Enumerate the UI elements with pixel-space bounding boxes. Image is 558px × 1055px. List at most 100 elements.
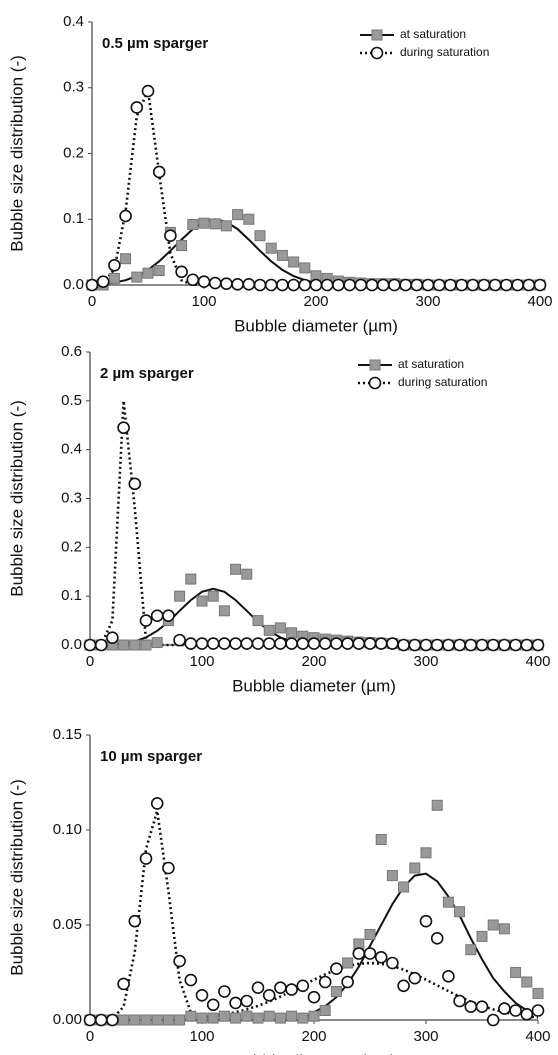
circle-marker	[220, 277, 233, 290]
circle-marker	[229, 996, 242, 1010]
circle-marker	[522, 278, 536, 292]
x-axis-label: Bubble diameter (µm)	[234, 316, 398, 335]
circle-marker	[141, 84, 155, 98]
square-marker	[120, 253, 132, 265]
circle-marker	[520, 1007, 534, 1021]
x-tick-label: 200	[301, 653, 326, 670]
square-marker	[196, 1012, 208, 1024]
square-marker	[442, 896, 454, 908]
square-marker	[409, 862, 421, 874]
circle-marker	[208, 276, 222, 290]
circle-marker	[184, 637, 198, 650]
square-marker	[176, 240, 188, 252]
fit-line	[89, 400, 538, 647]
square-marker	[118, 1014, 130, 1026]
square-marker	[274, 1012, 286, 1024]
square-marker	[218, 1010, 230, 1022]
x-axis-label: Bubble diameter (µm)	[232, 1051, 396, 1055]
y-tick-label: 0.3	[63, 79, 84, 96]
circle-marker	[164, 229, 177, 242]
circle-marker	[94, 1013, 108, 1027]
circle-marker	[374, 950, 388, 964]
legend-marker	[368, 376, 382, 390]
x-tick-label: 0	[86, 653, 94, 670]
circle-marker	[106, 631, 119, 644]
circle-marker	[531, 638, 545, 652]
square-marker	[454, 906, 466, 918]
circle-marker	[419, 638, 433, 652]
circle-marker	[442, 969, 455, 983]
square-marker	[375, 834, 387, 845]
legend-marker	[371, 29, 383, 41]
circle-marker	[419, 914, 433, 928]
circle-marker	[287, 278, 300, 292]
circle-marker	[117, 421, 130, 434]
y-tick-label: 0.0	[61, 636, 82, 653]
square-marker	[151, 637, 163, 649]
square-marker	[465, 944, 477, 956]
circle-marker	[352, 947, 366, 960]
circle-marker	[206, 637, 220, 650]
circle-marker	[218, 637, 231, 650]
square-marker	[230, 1012, 242, 1024]
x-axis-label: Bubble diameter (µm)	[232, 676, 396, 695]
y-tick-label: 0.00	[53, 1011, 82, 1028]
square-marker	[185, 1010, 197, 1022]
circle-marker	[128, 914, 142, 928]
circle-marker	[162, 609, 175, 623]
circle-marker	[229, 637, 242, 650]
square-marker	[276, 249, 288, 261]
circle-marker	[195, 637, 209, 650]
x-tick-label: 100	[189, 653, 214, 670]
circle-marker	[397, 638, 410, 652]
x-tick-label: 300	[413, 1028, 438, 1045]
circle-marker	[231, 278, 244, 291]
circle-marker	[442, 638, 455, 652]
y-tick-label: 0.2	[63, 144, 84, 161]
x-tick-label: 0	[88, 293, 96, 310]
y-tick-label: 0.05	[53, 916, 82, 933]
square-marker	[140, 1014, 152, 1026]
square-marker	[218, 605, 230, 617]
x-tick-label: 100	[189, 1028, 214, 1045]
circle-marker	[96, 275, 110, 289]
y-tick-label: 0.15	[53, 726, 82, 743]
circle-marker	[408, 638, 422, 652]
circle-marker	[453, 994, 466, 1008]
x-tick-label: 200	[303, 293, 328, 310]
circle-marker	[531, 1004, 545, 1017]
square-marker	[142, 267, 154, 279]
square-marker	[220, 220, 232, 232]
panel-title: 10 µm sparger	[100, 748, 202, 765]
square-marker	[254, 230, 266, 242]
circle-marker	[274, 637, 287, 650]
circle-marker	[108, 258, 121, 272]
circle-marker	[363, 947, 377, 960]
x-tick-label: 300	[413, 653, 438, 670]
square-marker	[209, 218, 221, 230]
circle-marker	[466, 278, 480, 292]
square-marker	[308, 1010, 320, 1022]
square-marker	[265, 242, 277, 254]
square-marker	[140, 639, 152, 651]
circle-marker	[186, 273, 200, 287]
circle-marker	[264, 278, 278, 292]
circle-marker	[486, 638, 500, 652]
y-tick-label: 0.4	[61, 441, 82, 458]
square-marker	[252, 615, 264, 627]
circle-marker	[386, 637, 399, 650]
circle-marker	[341, 975, 354, 989]
circle-marker	[162, 861, 175, 875]
square-marker	[398, 881, 410, 893]
square-marker	[510, 967, 522, 978]
square-marker	[241, 568, 253, 580]
circle-marker	[173, 633, 186, 647]
circle-marker	[318, 975, 332, 989]
square-marker	[207, 590, 219, 602]
square-marker	[174, 1014, 186, 1026]
square-marker	[386, 870, 398, 882]
circle-marker	[285, 983, 298, 996]
square-marker	[196, 595, 208, 607]
x-tick-label: 400	[525, 653, 550, 670]
